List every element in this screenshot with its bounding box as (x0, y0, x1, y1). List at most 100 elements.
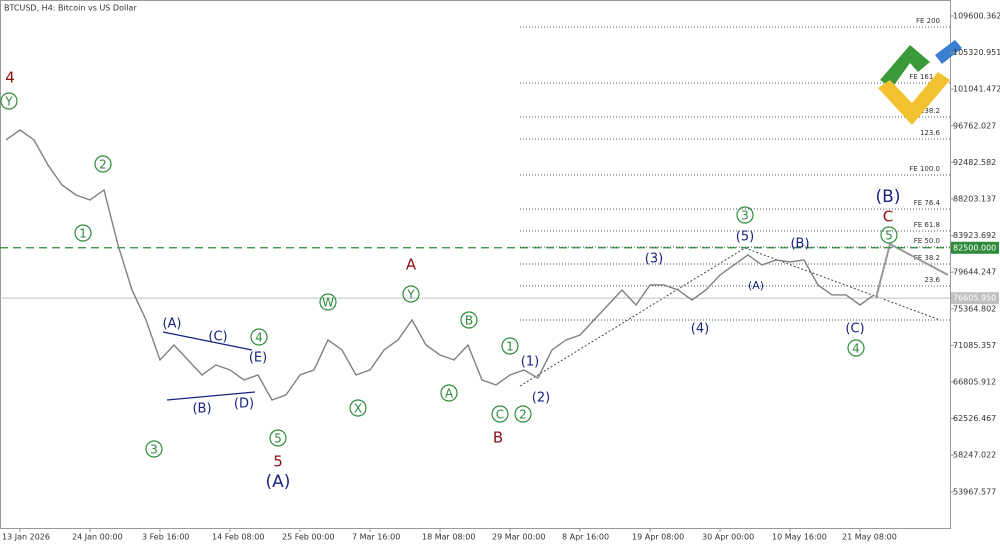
wave-label: (C) (845, 322, 864, 337)
plot-frame (0, 0, 951, 529)
wave-label: 4 (5, 69, 15, 87)
wave-label: W (322, 296, 334, 310)
wave-circle (491, 405, 509, 423)
x-tick-label: 30 Apr 00:00 (702, 533, 754, 542)
current-price-label: 76605.950 (953, 294, 996, 303)
y-tick-label: 83923.692 (953, 231, 996, 240)
chart-title: BTCUSD, H4: Bitcoin vs US Dollar (4, 4, 137, 13)
x-tick-label: 8 Apr 16:00 (562, 533, 609, 542)
x-tick-label: 13 Jan 2026 (2, 533, 50, 542)
wave-label: (A) (162, 317, 181, 332)
wave-label: 2 (519, 408, 527, 422)
x-tick-label: 24 Jan 00:00 (72, 533, 123, 542)
wave-label: 1 (506, 340, 514, 354)
fib-label: FE 100.0 (909, 165, 940, 173)
y-tick-label: 53967.577 (953, 487, 996, 496)
wave-label: (A) (748, 279, 764, 292)
fib-label: FE 38.2 (914, 254, 940, 262)
wave-label: 5 (885, 229, 893, 243)
wave-label: C (496, 408, 504, 422)
wave-circle (145, 440, 163, 458)
wave-label: (B) (876, 187, 901, 207)
wave-label: X (354, 402, 362, 416)
wave-label: (E) (249, 351, 267, 366)
fib-label: FE 50.0 (914, 237, 940, 245)
wave-label: (D) (234, 397, 254, 412)
wave-circle (514, 405, 532, 423)
fib-label: 123.6 (920, 129, 941, 137)
wave-label: 5 (274, 432, 282, 446)
y-tick-label: 75364.802 (953, 304, 996, 313)
wave-label: (B) (192, 402, 211, 417)
wave-circle (440, 384, 458, 402)
wave-circle (349, 399, 367, 417)
wave-circle (250, 328, 268, 346)
wave-circle (319, 293, 337, 311)
wave-label: B (493, 429, 503, 447)
wave-label: Y (4, 95, 13, 109)
channel-line (744, 247, 941, 321)
level-label: 82500.000 (953, 243, 996, 252)
y-tick-label: 66805.912 (953, 377, 996, 386)
wave-label: 3 (150, 443, 158, 457)
wave-circle (269, 429, 287, 447)
x-tick-label: 10 May 16:00 (772, 533, 827, 542)
wave-circle (736, 206, 754, 224)
wave-label: Y (406, 288, 415, 302)
fib-label: FE 76.4 (914, 199, 941, 207)
fib-label: FE 200 (916, 17, 940, 25)
y-tick-label: 79644.247 (953, 268, 996, 277)
wave-circle (0, 92, 18, 110)
current-price-box (951, 292, 999, 305)
wave-circle (880, 226, 898, 244)
y-tick-label: 62526.467 (953, 414, 996, 423)
fib-label: FE 61.8 (914, 221, 940, 229)
y-tick-label: 109600.362 (953, 11, 1000, 20)
x-tick-label: 21 May 08:00 (842, 533, 897, 542)
x-tick-label: 3 Feb 16:00 (142, 533, 189, 542)
wave-circle (402, 285, 420, 303)
level-box (951, 241, 999, 254)
wave-circle (460, 311, 478, 329)
logo-part (935, 40, 962, 64)
x-tick-label: 25 Feb 00:00 (282, 533, 334, 542)
x-tick-label: 29 Mar 00:00 (492, 533, 545, 542)
y-tick-label: 105320.951 (953, 48, 1000, 57)
wave-label: B (465, 314, 473, 328)
channel-line (519, 247, 746, 387)
triangle-line (166, 391, 256, 401)
x-tick-label: 7 Mar 16:00 (352, 533, 400, 542)
wave-label: (C) (208, 330, 227, 345)
wave-label: 4 (255, 331, 263, 345)
price-line (5, 129, 875, 401)
wave-label: 3 (741, 209, 749, 223)
fib-label: 138.2 (920, 107, 940, 115)
x-tick-label: 19 Apr 08:00 (632, 533, 684, 542)
forecast-path (875, 242, 949, 299)
logo-part (880, 45, 930, 88)
y-tick-label: 92482.582 (953, 158, 996, 167)
triangle-line (162, 331, 253, 351)
y-tick-label: 71085.357 (953, 341, 996, 350)
wave-label: 4 (852, 342, 860, 356)
wave-circle (74, 224, 92, 242)
wave-label: 5 (273, 453, 283, 471)
wave-label: (4) (691, 322, 709, 337)
wave-label: (5) (736, 230, 754, 245)
fib-label: FE 161.8 (909, 73, 940, 81)
y-tick-label: 88203.137 (953, 194, 996, 203)
wave-label: C (883, 208, 893, 226)
logo-part (878, 72, 950, 125)
wave-label: 2 (99, 158, 107, 172)
wave-label: (B) (790, 237, 809, 252)
x-tick-label: 18 Mar 08:00 (422, 533, 475, 542)
y-tick-label: 101041.472 (953, 85, 1000, 94)
wave-label: 1 (79, 227, 87, 241)
wave-label: (1) (521, 355, 539, 370)
wave-label: A (406, 256, 417, 274)
y-tick-label: 96762.027 (953, 121, 996, 130)
wave-label: (2) (532, 391, 550, 406)
y-tick-label: 58247.022 (953, 451, 996, 460)
wave-label: (A) (266, 472, 291, 492)
